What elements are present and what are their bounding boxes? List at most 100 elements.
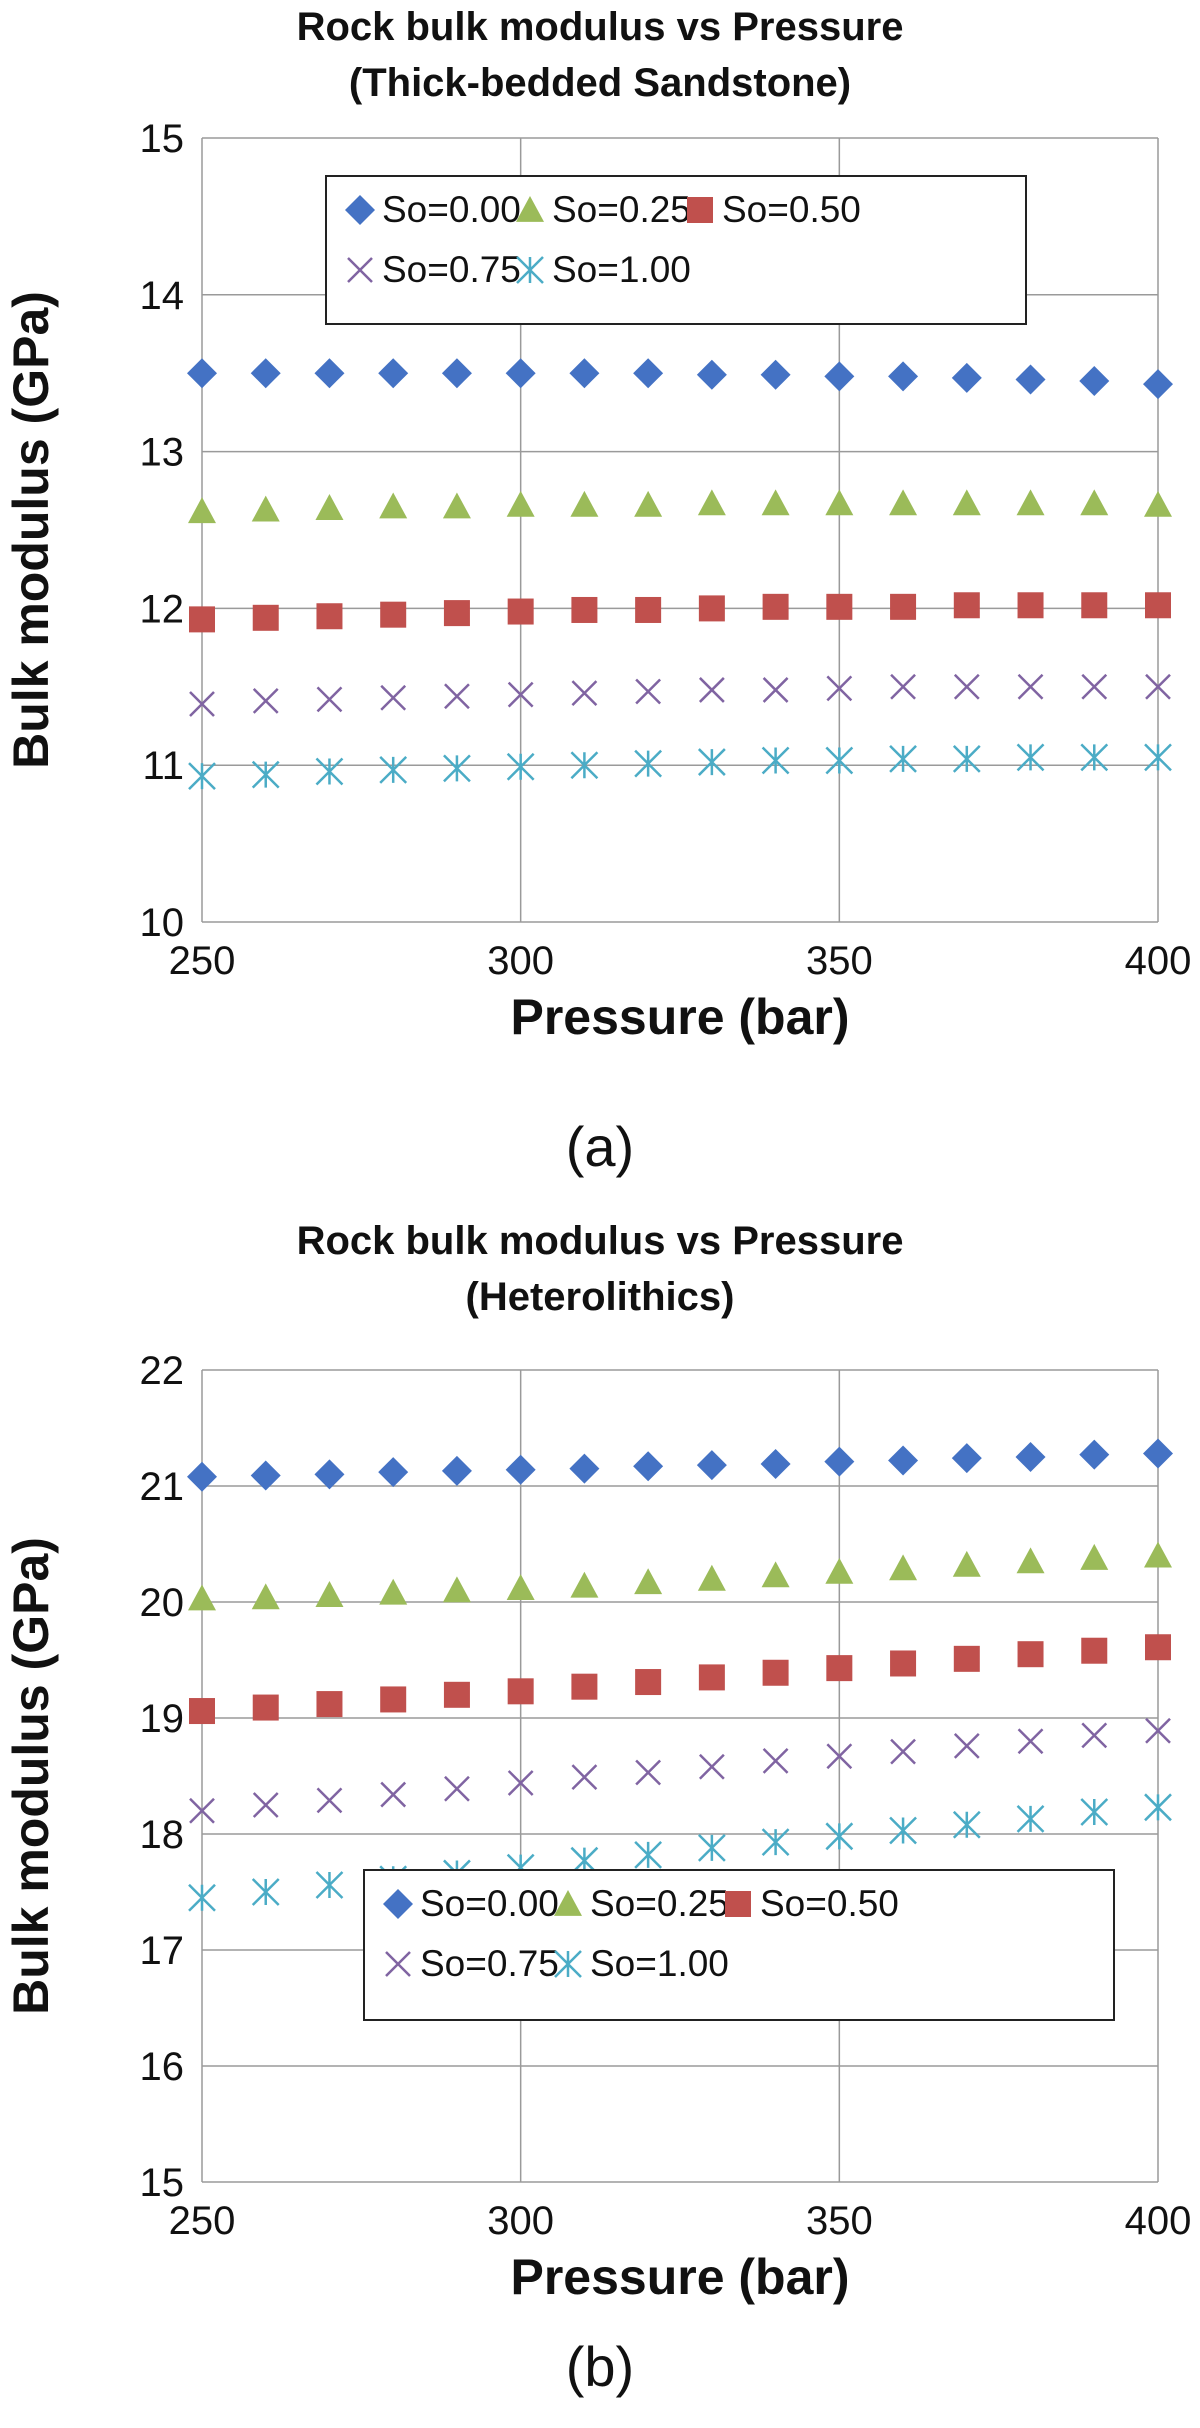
data-point <box>188 497 216 524</box>
y-tick-label: 10 <box>140 901 185 945</box>
data-point <box>188 1883 216 1912</box>
data-point <box>380 601 407 628</box>
data-point <box>825 489 854 516</box>
y-tick-label: 11 <box>142 744 184 788</box>
y-tick-label: 15 <box>140 2161 185 2205</box>
data-point <box>188 1584 216 1611</box>
data-point <box>633 358 664 389</box>
data-point <box>379 756 408 784</box>
data-point <box>888 361 919 392</box>
x-tick-label: 400 <box>1125 939 1192 983</box>
x-tick-label: 250 <box>169 2199 236 2243</box>
data-point <box>698 677 725 703</box>
data-point <box>826 593 853 620</box>
data-point <box>824 1446 855 1477</box>
data-point <box>315 494 344 520</box>
data-point <box>1015 364 1046 395</box>
data-point <box>634 1840 663 1869</box>
data-point <box>189 1698 215 1725</box>
data-point <box>378 1457 409 1488</box>
data-point <box>698 595 725 622</box>
data-point <box>443 1681 470 1708</box>
data-point <box>507 681 534 708</box>
data-point <box>697 489 726 516</box>
data-point <box>1017 1641 1044 1668</box>
data-point <box>506 1574 535 1600</box>
x-tick-label: 350 <box>806 939 873 983</box>
chart-title-line: Rock bulk modulus vs Pressure <box>297 1219 904 1263</box>
data-point <box>444 1775 470 1802</box>
legend-marker <box>554 1890 582 1916</box>
data-point <box>635 1669 662 1696</box>
series-4 <box>188 743 1172 791</box>
data-point <box>697 748 726 776</box>
series-0 <box>187 1438 1173 1492</box>
x-tick-label: 250 <box>169 939 236 983</box>
data-point <box>189 691 215 717</box>
data-point <box>443 754 471 783</box>
legend-label: So=0.75 <box>420 1943 559 1984</box>
data-point <box>316 603 343 630</box>
legend-label: So=1.00 <box>552 249 691 290</box>
data-point <box>635 678 662 705</box>
data-point <box>252 604 279 631</box>
data-point <box>1079 1439 1110 1470</box>
data-point <box>1144 743 1172 772</box>
data-point <box>252 1694 279 1721</box>
data-point <box>250 358 281 389</box>
data-point <box>314 1459 345 1490</box>
data-point <box>505 1454 536 1485</box>
data-point <box>251 495 280 522</box>
data-point <box>697 1564 726 1591</box>
data-point <box>251 760 280 789</box>
data-point <box>1143 1438 1173 1469</box>
data-point <box>633 1451 664 1482</box>
data-point <box>380 684 407 711</box>
legend: So=0.00 So=0.25 So=0.50 So=0.75 So=1.00 <box>325 175 1027 325</box>
data-point <box>314 358 345 389</box>
data-point <box>1081 592 1108 619</box>
chart-title-line: (Thick-bedded Sandstone) <box>349 61 851 105</box>
data-point <box>762 677 789 703</box>
legend-marker <box>516 196 544 222</box>
y-tick-label: 22 <box>140 1349 185 1393</box>
data-point <box>1143 369 1173 400</box>
data-point <box>952 1550 981 1577</box>
data-point <box>316 1787 343 1814</box>
series-3 <box>189 1717 1171 1824</box>
x-tick-label: 300 <box>487 939 554 983</box>
data-point <box>569 358 600 389</box>
data-point <box>1015 1442 1046 1472</box>
data-point <box>252 688 279 714</box>
data-point <box>825 746 854 775</box>
series-2 <box>189 1634 1171 1725</box>
series-1 <box>188 489 1172 524</box>
y-tick-label: 19 <box>140 1697 185 1741</box>
data-point <box>825 1822 854 1851</box>
data-point <box>443 600 470 627</box>
data-point <box>890 673 916 700</box>
legend-marker <box>725 1891 751 1917</box>
data-point <box>953 592 980 619</box>
data-point <box>762 593 789 620</box>
data-point <box>953 1732 980 1759</box>
data-point <box>952 1810 981 1839</box>
data-point <box>444 683 470 710</box>
data-point <box>951 362 982 393</box>
legend-label: So=0.50 <box>760 1883 899 1924</box>
data-point <box>1080 1543 1109 1570</box>
data-point <box>442 492 471 519</box>
x-tick-label: 400 <box>1125 2199 1192 2243</box>
chart-b-caption: (b) <box>565 2335 635 2398</box>
data-point <box>316 1691 343 1718</box>
data-point <box>570 751 599 780</box>
legend-label: So=0.25 <box>552 189 691 230</box>
data-point <box>1145 592 1171 619</box>
legend-label: So=0.00 <box>420 1883 559 1924</box>
data-point <box>634 490 663 517</box>
data-point <box>635 1759 662 1786</box>
data-point <box>826 675 853 702</box>
legend-label: So=1.00 <box>590 1943 729 1984</box>
data-point <box>1080 743 1109 772</box>
data-point <box>761 746 790 775</box>
